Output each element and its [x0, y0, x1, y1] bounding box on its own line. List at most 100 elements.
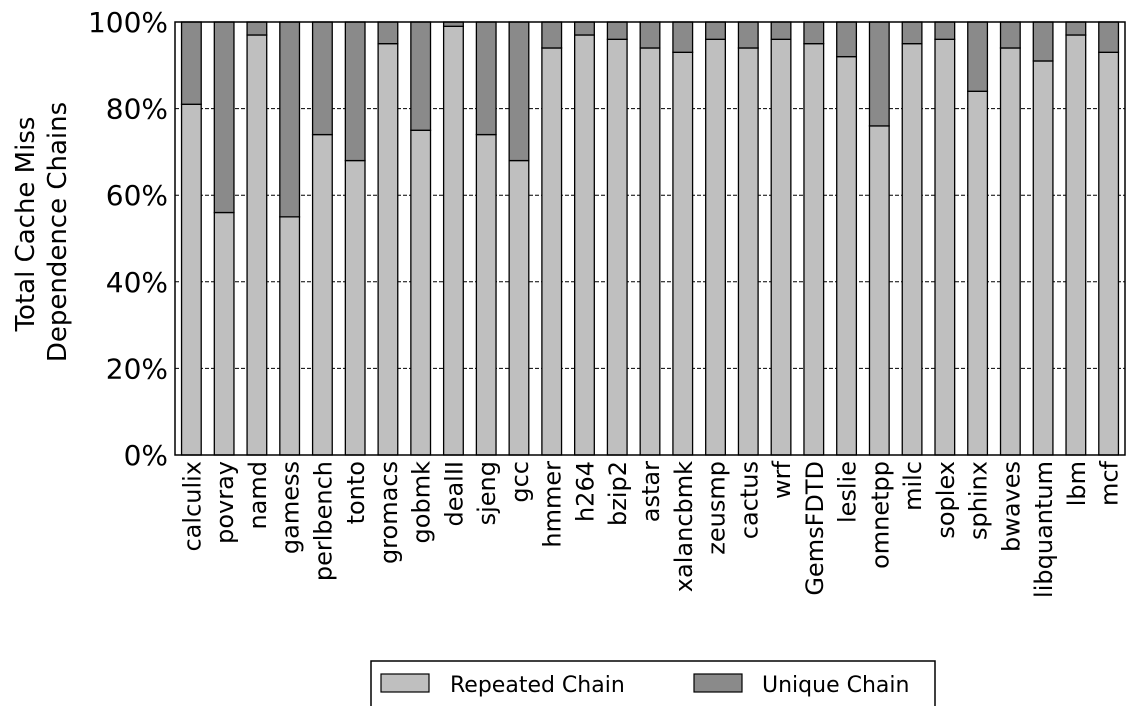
x-tick-label: gamess — [277, 461, 305, 554]
bar-segment-unique — [508, 21, 530, 162]
x-tick-label: zeusmp — [703, 461, 731, 555]
x-tick-label: astar — [637, 461, 665, 522]
x-tick-label: lbm — [1063, 461, 1091, 506]
legend-swatch-repeated — [380, 673, 430, 693]
bar-segment-unique — [279, 21, 301, 218]
bar-segment-repeated — [868, 125, 890, 456]
legend: Repeated Chain Unique Chain — [370, 660, 936, 706]
bar-segment-unique — [606, 21, 628, 40]
x-tick-label: mcf — [1096, 460, 1124, 506]
bar-segment-repeated — [1032, 60, 1054, 456]
bar-segment-unique — [541, 21, 563, 49]
x-tick-label: milc — [899, 461, 927, 511]
x-tick-label: sjeng — [473, 461, 501, 525]
x-tick-label: soplex — [932, 461, 960, 539]
plot-frame — [174, 21, 1126, 456]
bar-segment-repeated — [967, 90, 989, 456]
x-tick-label: omnetpp — [866, 461, 894, 569]
x-tick-label: povray — [211, 461, 239, 544]
bar-segment-unique — [246, 21, 268, 36]
bar-segment-repeated — [770, 38, 792, 456]
x-tick-label: gcc — [506, 461, 534, 503]
bar-segment-unique — [1098, 21, 1120, 53]
bar-segment-repeated — [180, 103, 202, 456]
bar-segment-unique — [967, 21, 989, 92]
x-tick-label: tonto — [342, 461, 370, 524]
legend-swatch-unique — [693, 673, 743, 693]
y-axis-label-line1: Total Cache Miss — [11, 117, 41, 333]
bar-segment-repeated — [639, 47, 661, 456]
x-tick-label: h264 — [571, 461, 599, 522]
bar-segment-unique — [868, 21, 890, 127]
bar-segment-repeated — [344, 159, 366, 456]
bar-segment-unique — [672, 21, 694, 53]
bar-segment-repeated — [1065, 34, 1087, 456]
bar-segment-unique — [836, 21, 858, 58]
bar-segment-unique — [901, 21, 923, 45]
bar-segment-unique — [1032, 21, 1054, 62]
bar-segment-unique — [737, 21, 759, 49]
bar-segment-repeated — [541, 47, 563, 456]
bar-segment-repeated — [311, 133, 333, 456]
bar-segment-repeated — [606, 38, 628, 456]
x-tick-label: bwaves — [997, 461, 1025, 552]
bar-segment-repeated — [508, 159, 530, 456]
bar-segment-unique — [311, 21, 333, 136]
bar-segment-unique — [770, 21, 792, 40]
x-tick-label: gobmk — [408, 461, 436, 544]
x-tick-labels: calculix povray namd gamess perlbench tonto gr… — [178, 460, 1123, 597]
y-axis-label-line2: Dependence Chains — [43, 102, 73, 362]
bar-segment-repeated — [279, 216, 301, 456]
bar-segment-unique — [344, 21, 366, 162]
legend-label-repeated: Repeated Chain — [450, 673, 625, 698]
bar-segment-unique — [475, 21, 497, 136]
bar-segment-repeated — [410, 129, 432, 456]
bar-segment-repeated — [574, 34, 595, 456]
x-tick-label: leslie — [834, 461, 862, 523]
x-tick-label: calculix — [178, 461, 206, 552]
bar-segment-repeated — [442, 25, 464, 456]
y-tick-label: 20% — [106, 352, 168, 385]
y-tick-label: 100% — [88, 6, 168, 39]
bar-segment-unique — [213, 21, 235, 214]
bars — [180, 21, 1120, 456]
x-tick-label: GemsFDTD — [801, 461, 829, 596]
bar-segment-unique — [934, 21, 956, 40]
x-tick-label: sphinx — [965, 461, 993, 540]
bar-segment-unique — [999, 21, 1021, 49]
legend-label-unique: Unique Chain — [762, 673, 909, 698]
bar-segment-repeated — [213, 211, 235, 456]
bar-segment-unique — [377, 21, 399, 45]
bar-segment-repeated — [246, 34, 268, 456]
x-tick-label: gromacs — [375, 461, 403, 564]
bar-segment-repeated — [705, 38, 726, 456]
bar-segment-repeated — [803, 43, 825, 456]
x-tick-label: cactus — [735, 461, 763, 539]
bar-segment-unique — [1065, 21, 1087, 36]
x-tick-label: dealII — [440, 461, 468, 527]
y-tick-label: 0% — [124, 439, 168, 472]
bar-segment-repeated — [377, 43, 399, 456]
y-tick-labels: 0% 20% 40% 60% 80% 100% — [88, 6, 168, 472]
bar-segment-unique — [803, 21, 825, 45]
bar-segment-unique — [705, 21, 726, 40]
bar-segment-unique — [180, 21, 202, 105]
bar-segment-repeated — [672, 51, 694, 456]
legend-frame — [370, 660, 936, 706]
bar-segment-repeated — [901, 43, 923, 456]
x-tick-label: libquantum — [1030, 461, 1058, 598]
bar-segment-unique — [574, 21, 595, 36]
x-tick-label: hmmer — [539, 461, 567, 548]
x-tick-label: perlbench — [309, 461, 337, 581]
x-tick-label: xalancbmk — [670, 461, 698, 592]
bar-segment-repeated — [999, 47, 1021, 456]
x-tick-label: wrf — [768, 460, 796, 498]
bar-segment-repeated — [836, 55, 858, 456]
bar-segment-unique — [410, 21, 432, 131]
bar-segment-unique — [639, 21, 661, 49]
bar-segment-repeated — [934, 38, 956, 456]
bar-segment-repeated — [475, 133, 497, 456]
y-tick-label: 80% — [106, 93, 168, 126]
y-tick-label: 60% — [106, 179, 168, 212]
